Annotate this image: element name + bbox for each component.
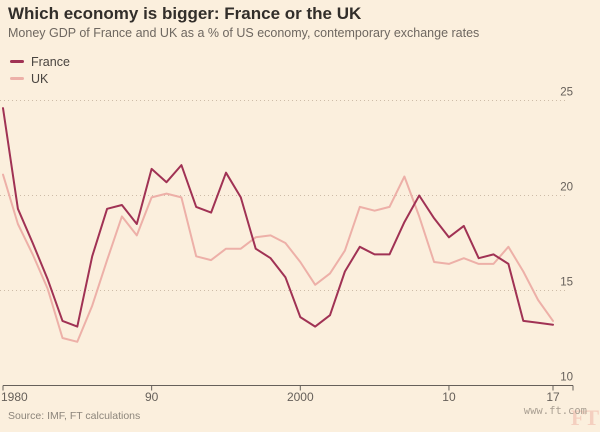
x-tick-label-1980: 1980 <box>1 390 28 404</box>
x-tick-label-90: 90 <box>145 390 159 404</box>
legend-label-france: France <box>31 54 70 69</box>
y-tick-label-15: 15 <box>560 277 573 289</box>
uk-line-swatch <box>10 77 24 80</box>
watermark-url: www.ft.com <box>523 405 587 417</box>
y-tick-label-25: 25 <box>560 87 573 99</box>
legend-label-uk: UK <box>31 71 49 86</box>
chart-subtitle: Money GDP of France and UK as a % of US … <box>8 26 480 40</box>
x-tick-label-10: 10 <box>442 390 456 404</box>
y-tick-label-20: 20 <box>560 182 573 194</box>
y-tick-label-10: 10 <box>560 372 573 384</box>
france-line <box>2 107 554 328</box>
legend-item-france: France <box>10 53 70 70</box>
france-line-swatch <box>10 60 24 63</box>
ft-logo: FT <box>570 405 599 430</box>
x-tick-label-17: 17 <box>546 390 560 404</box>
legend-item-uk: UK <box>10 70 70 87</box>
uk-line <box>2 173 554 343</box>
legend: France UK <box>10 53 70 87</box>
source-note: Source: IMF, FT calculations <box>8 410 141 422</box>
chart-title: Which economy is bigger: France or the U… <box>8 4 362 23</box>
x-tick-label-2000: 2000 <box>287 390 314 404</box>
